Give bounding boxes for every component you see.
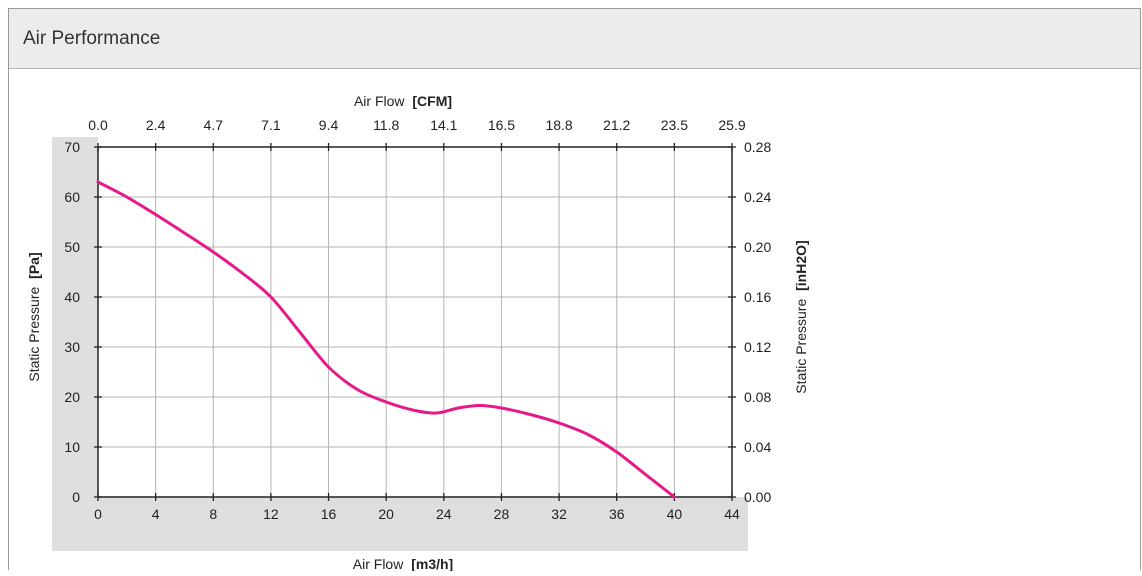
panel-header: Air Performance <box>9 9 1140 69</box>
x-top-tick-label: 14.1 <box>430 117 457 133</box>
y-left-tick-label: 40 <box>64 289 80 305</box>
x-top-tick-label: 16.5 <box>488 117 515 133</box>
x-top-tick-label: 25.9 <box>718 117 745 133</box>
x-top-tick-label: 23.5 <box>661 117 688 133</box>
y-right-tick-label: 0.16 <box>744 289 771 305</box>
x-bottom-tick-label: 4 <box>152 506 160 522</box>
x-bottom-tick-label: 12 <box>263 506 279 522</box>
left-axis-band <box>52 137 98 517</box>
x-top-tick-label: 2.4 <box>146 117 166 133</box>
frame-layer <box>97 146 733 498</box>
x-bottom-tick-label: 8 <box>209 506 217 522</box>
y-right-tick-label: 0.08 <box>744 389 771 405</box>
y-left-tick-label: 30 <box>64 339 80 355</box>
x-top-tick-label: 4.7 <box>204 117 224 133</box>
x-top-tick-label: 11.8 <box>373 117 399 133</box>
bottom-axis-title: Air Flow [m3/h] <box>353 556 453 571</box>
panel-title: Air Performance <box>23 27 161 49</box>
x-top-tick-label: 9.4 <box>319 117 339 133</box>
y-right-tick-label: 0.04 <box>744 439 771 455</box>
y-right-tick-label: 0.20 <box>744 239 771 255</box>
x-bottom-tick-label: 40 <box>667 506 683 522</box>
bottom-axis-band <box>52 497 748 551</box>
x-top-tick-label: 18.8 <box>545 117 572 133</box>
x-bottom-tick-label: 32 <box>551 506 567 522</box>
left-axis-title: Static Pressure [Pa] <box>26 252 42 381</box>
x-bottom-tick-label: 28 <box>494 506 510 522</box>
series-layer <box>96 180 676 499</box>
x-top-tick-label: 0.0 <box>88 117 108 133</box>
y-right-tick-label: 0.12 <box>744 339 771 355</box>
air-performance-panel: Air Performance 0 0.0 4 2.4 8 4.7 12 7.1 16 9.4 20… <box>8 8 1141 572</box>
performance-curve <box>96 180 676 499</box>
x-bottom-tick-label: 16 <box>321 506 337 522</box>
y-left-tick-label: 0 <box>72 489 80 505</box>
x-top-tick-label: 21.2 <box>603 117 630 133</box>
x-bottom-tick-label: 44 <box>724 506 740 522</box>
chart-area: 0 0.0 4 2.4 8 4.7 12 7.1 16 9.4 20 11.8 24 14.1 28 16.5… <box>9 69 1140 572</box>
y-right-tick-label: 0.00 <box>744 489 771 505</box>
x-bottom-tick-label: 36 <box>609 506 625 522</box>
grid-layer <box>98 147 732 497</box>
y-left-tick-label: 20 <box>64 389 80 405</box>
x-bottom-tick-label: 0 <box>94 506 102 522</box>
x-bottom-tick-label: 20 <box>378 506 394 522</box>
x-top-tick-label: 7.1 <box>261 117 281 133</box>
y-left-tick-label: 60 <box>64 189 80 205</box>
right-axis-title: Static Pressure [inH2O] <box>793 240 809 393</box>
air-performance-chart: 00.042.484.7127.1169.42011.82414.12816.5… <box>26 93 809 572</box>
y-left-tick-label: 70 <box>64 139 80 155</box>
y-left-tick-label: 10 <box>64 439 80 455</box>
x-bottom-tick-label: 24 <box>436 506 452 522</box>
top-axis-title: Air Flow [CFM] <box>354 93 452 109</box>
y-left-tick-label: 50 <box>64 239 80 255</box>
plot-background <box>98 137 732 497</box>
y-right-tick-label: 0.28 <box>744 139 771 155</box>
ticks-layer: 00.042.484.7127.1169.42011.82414.12816.5… <box>64 117 771 522</box>
y-right-tick-label: 0.24 <box>744 189 771 205</box>
